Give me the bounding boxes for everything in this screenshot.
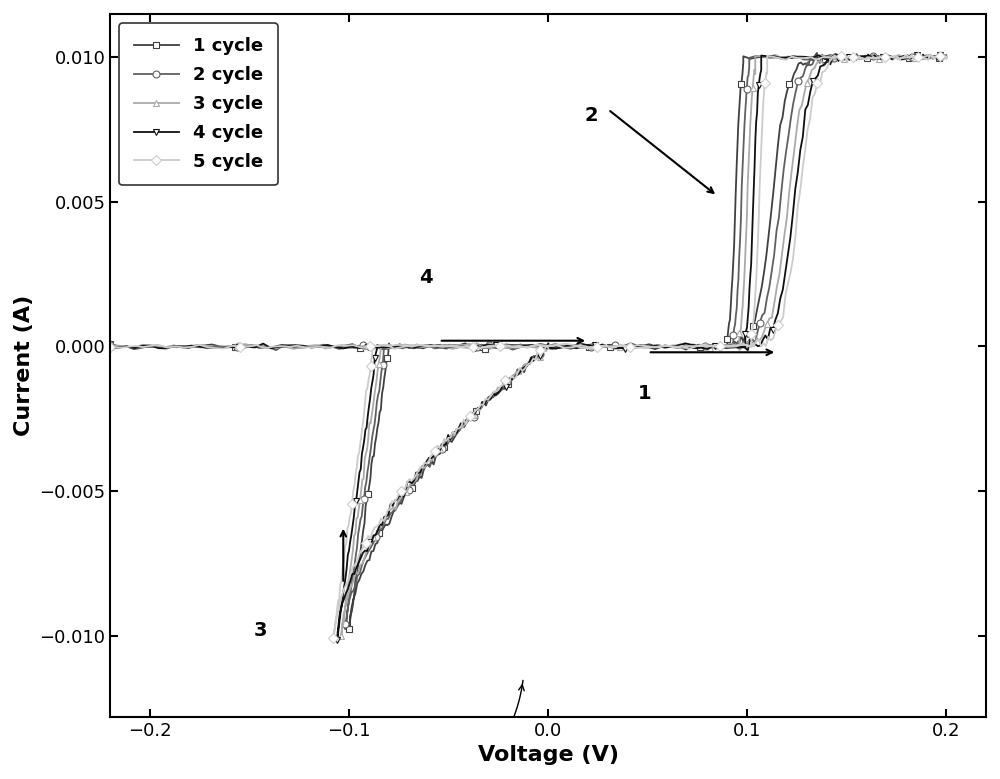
4 cycle: [522, 341, 534, 351]
4 cycle: [289, 340, 301, 350]
Text: 3: 3: [254, 621, 267, 640]
2 cycle: [740, 97, 752, 107]
3 cycle: [288, 344, 300, 354]
1 cycle: [811, 48, 823, 58]
3 cycle: [475, 403, 487, 412]
5 cycle: [327, 636, 339, 645]
1 cycle: [343, 625, 355, 634]
1 cycle: [468, 411, 480, 421]
2 cycle: [477, 399, 489, 408]
3 cycle: [746, 92, 758, 101]
Text: 1: 1: [638, 383, 651, 403]
2 cycle: [286, 340, 298, 350]
5 cycle: [473, 404, 485, 413]
2 cycle: [466, 414, 478, 423]
Text: 4: 4: [419, 268, 433, 287]
1 cycle: [542, 341, 554, 351]
Text: 2: 2: [584, 106, 598, 125]
4 cycle: [612, 344, 624, 353]
2 cycle: [607, 342, 619, 351]
Line: 2 cycle: 2 cycle: [107, 51, 950, 633]
2 cycle: [816, 50, 828, 59]
1 cycle: [104, 340, 116, 349]
5 cycle: [614, 340, 626, 350]
5 cycle: [462, 412, 474, 421]
1 cycle: [478, 398, 490, 407]
4 cycle: [104, 344, 116, 354]
4 cycle: [331, 636, 343, 645]
Line: 3 cycle: 3 cycle: [107, 51, 950, 640]
Line: 4 cycle: 4 cycle: [107, 51, 950, 643]
3 cycle: [518, 342, 530, 351]
4 cycle: [463, 411, 475, 421]
1 cycle: [284, 341, 296, 351]
4 cycle: [752, 88, 764, 97]
3 cycle: [335, 632, 347, 641]
5 cycle: [526, 342, 538, 351]
Y-axis label: Current (A): Current (A): [14, 294, 34, 436]
2 cycle: [104, 340, 116, 350]
2 cycle: [542, 343, 554, 352]
2 cycle: [339, 625, 351, 634]
Line: 5 cycle: 5 cycle: [107, 51, 950, 644]
5 cycle: [542, 344, 554, 353]
X-axis label: Voltage (V): Voltage (V): [478, 745, 619, 765]
4 cycle: [829, 50, 841, 59]
5 cycle: [104, 342, 116, 351]
4 cycle: [542, 339, 554, 348]
5 cycle: [291, 341, 303, 351]
1 cycle: [511, 340, 523, 350]
3 cycle: [104, 342, 116, 351]
5 cycle: [758, 90, 770, 100]
Line: 1 cycle: 1 cycle: [107, 50, 950, 633]
3 cycle: [465, 414, 477, 423]
Legend: 1 cycle, 2 cycle, 3 cycle, 4 cycle, 5 cycle: 1 cycle, 2 cycle, 3 cycle, 4 cycle, 5 cy…: [119, 23, 278, 185]
3 cycle: [769, 50, 781, 59]
1 cycle: [604, 342, 616, 351]
5 cycle: [924, 50, 936, 59]
3 cycle: [542, 339, 554, 348]
1 cycle: [734, 92, 746, 101]
3 cycle: [609, 341, 621, 351]
2 cycle: [514, 343, 526, 352]
4 cycle: [474, 404, 486, 413]
